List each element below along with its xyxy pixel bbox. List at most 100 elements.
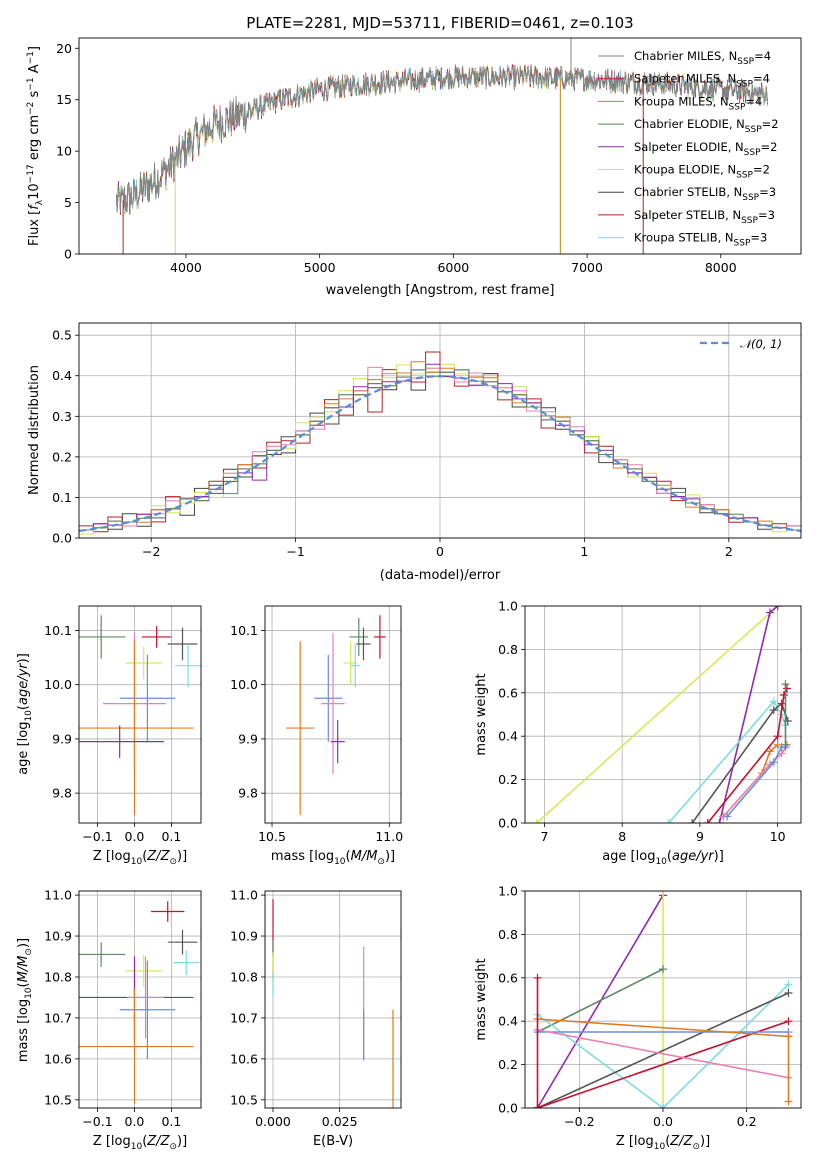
- weight-marker: [659, 891, 667, 895]
- x-axis-label-part: Z/Z: [669, 1134, 693, 1149]
- legend-label-part: =2: [753, 163, 770, 177]
- weight-marker: [532, 819, 541, 823]
- y-tick-label: 0.2: [52, 449, 72, 464]
- x-tick-label: 2: [725, 544, 733, 559]
- y-tick-label: 20: [56, 41, 72, 56]
- legend-label: Kroupa ELODIE, NSSP=2: [634, 163, 770, 181]
- x-axis-label-part: 10: [334, 857, 346, 867]
- legend-label: Chabrier MILES, NSSP=4: [634, 49, 771, 67]
- weight-marker: [784, 988, 793, 997]
- legend-label: 𝒩(0, 1): [740, 337, 782, 351]
- y-tick-label: 0.0: [498, 1101, 518, 1116]
- y-axis-label-part: −1: [26, 77, 36, 90]
- y-axis-label-part: (: [16, 982, 31, 987]
- y-axis-label-part: −2: [26, 102, 36, 115]
- y-tick-label: 0.0: [52, 531, 72, 546]
- y-axis-label-part: age/yr: [16, 662, 31, 705]
- y-tick-label: 10.5: [230, 1092, 258, 1107]
- x-tick-label: 0.2: [737, 1114, 757, 1129]
- x-axis-label-part: age/yr: [672, 849, 715, 864]
- y-tick-label: 10.5: [44, 1092, 72, 1107]
- y-tick-label: 10.6: [230, 1051, 258, 1066]
- y-tick-label: 0.5: [52, 328, 72, 343]
- y-axis-label-part: age [log: [16, 722, 31, 775]
- y-axis-label-part: −1: [26, 51, 36, 64]
- y-axis-label: mass [log10(M/M⊙)]: [16, 938, 34, 1062]
- x-tick-label: 10.5: [258, 829, 286, 844]
- y-axis-label-part: mass [log: [16, 999, 31, 1062]
- weight-line: [668, 700, 787, 823]
- y-axis-label-part: )]: [16, 938, 31, 948]
- legend-label: Kroupa MILES, NSSP=4: [634, 94, 762, 112]
- x-axis-label-part: )]: [177, 1134, 187, 1149]
- legend-label-part: Chabrier STELIB, N: [634, 185, 742, 199]
- x-tick-label: 7: [540, 829, 548, 844]
- x-axis-label-part: )]: [385, 849, 395, 864]
- x-axis-label-part: 10: [131, 857, 143, 867]
- y-tick-label: 0.6: [498, 970, 518, 985]
- y-tick-label: 0.8: [498, 927, 518, 942]
- x-axis-label-part: ⊙: [169, 857, 177, 867]
- y-tick-label: 9.9: [238, 731, 258, 746]
- y-axis-label-part: 10: [24, 987, 34, 999]
- weight-marker: [784, 1032, 793, 1041]
- weight-line: [722, 744, 779, 818]
- legend-label: Salpeter STELIB, NSSP=3: [634, 208, 775, 226]
- y-tick-label: 5: [64, 195, 72, 210]
- weight-marker: [769, 706, 778, 715]
- weight-marker: [781, 680, 790, 689]
- y-tick-label: 10.8: [44, 969, 72, 984]
- y-axis-label-part: erg cm: [27, 115, 42, 164]
- y-tick-label: 10.7: [230, 1010, 258, 1025]
- legend-label-part: =4: [754, 49, 771, 63]
- y-axis-label-part: M/M: [16, 956, 31, 983]
- legend-label-part: =4: [745, 94, 762, 108]
- y-tick-label: 1.0: [498, 884, 518, 899]
- weight-line: [536, 894, 664, 1108]
- y-tick-label: 10.1: [230, 623, 258, 638]
- weight-marker: [784, 1097, 793, 1106]
- y-axis-label-part: ]: [27, 46, 42, 51]
- x-tick-label: 0.0: [653, 1114, 673, 1129]
- chart-title: PLATE=2281, MJD=53711, FIBERID=0461, z=0…: [246, 14, 633, 32]
- legend-label-part: SSP: [742, 193, 759, 203]
- weight-line: [537, 983, 790, 1108]
- y-tick-label: 10.1: [44, 623, 72, 638]
- x-tick-label: 0.0: [125, 829, 145, 844]
- histogram-step: [79, 363, 801, 531]
- x-tick-label: −2: [142, 544, 160, 559]
- legend-label-part: Chabrier ELODIE, N: [634, 117, 745, 131]
- weight-line: [537, 1020, 789, 1108]
- y-tick-label: 0.2: [498, 772, 518, 787]
- y-tick-label: 9.8: [52, 786, 72, 801]
- axes-frame: [524, 605, 802, 824]
- x-axis-label-part: Z [log: [93, 1134, 131, 1149]
- x-axis-label-part: age [log: [602, 849, 655, 864]
- legend-label: Salpeter ELODIE, NSSP=2: [634, 140, 777, 158]
- weight-marker: [784, 980, 793, 989]
- weight-marker: [533, 1104, 542, 1108]
- weight-marker: [533, 973, 542, 982]
- x-tick-label: 9: [696, 829, 704, 844]
- x-tick-label: 7000: [571, 260, 603, 275]
- x-axis-label-part: 10: [131, 1142, 143, 1152]
- y-tick-label: 0.3: [52, 409, 72, 424]
- x-tick-label: 8: [618, 829, 626, 844]
- weight-marker: [723, 812, 732, 821]
- legend-label-part: SSP: [745, 125, 762, 135]
- weight-marker: [765, 608, 774, 617]
- y-tick-label: 10.7: [44, 1010, 72, 1025]
- y-axis-label-part: λ: [35, 199, 45, 205]
- x-tick-label: 0.1: [161, 1114, 181, 1129]
- y-tick-label: 10.8: [230, 969, 258, 984]
- x-axis-label-part: (: [667, 849, 672, 864]
- legend-label-part: SSP: [744, 148, 761, 158]
- weight-line: [537, 992, 789, 1108]
- weight-marker: [715, 819, 724, 823]
- y-tick-label: 0.4: [498, 1014, 518, 1029]
- x-tick-label: −1: [286, 544, 304, 559]
- legend-label-part: =2: [762, 117, 779, 131]
- y-axis-label-part: 10: [27, 183, 42, 200]
- legend-label-part: =4: [753, 72, 770, 86]
- weight-marker: [781, 740, 790, 749]
